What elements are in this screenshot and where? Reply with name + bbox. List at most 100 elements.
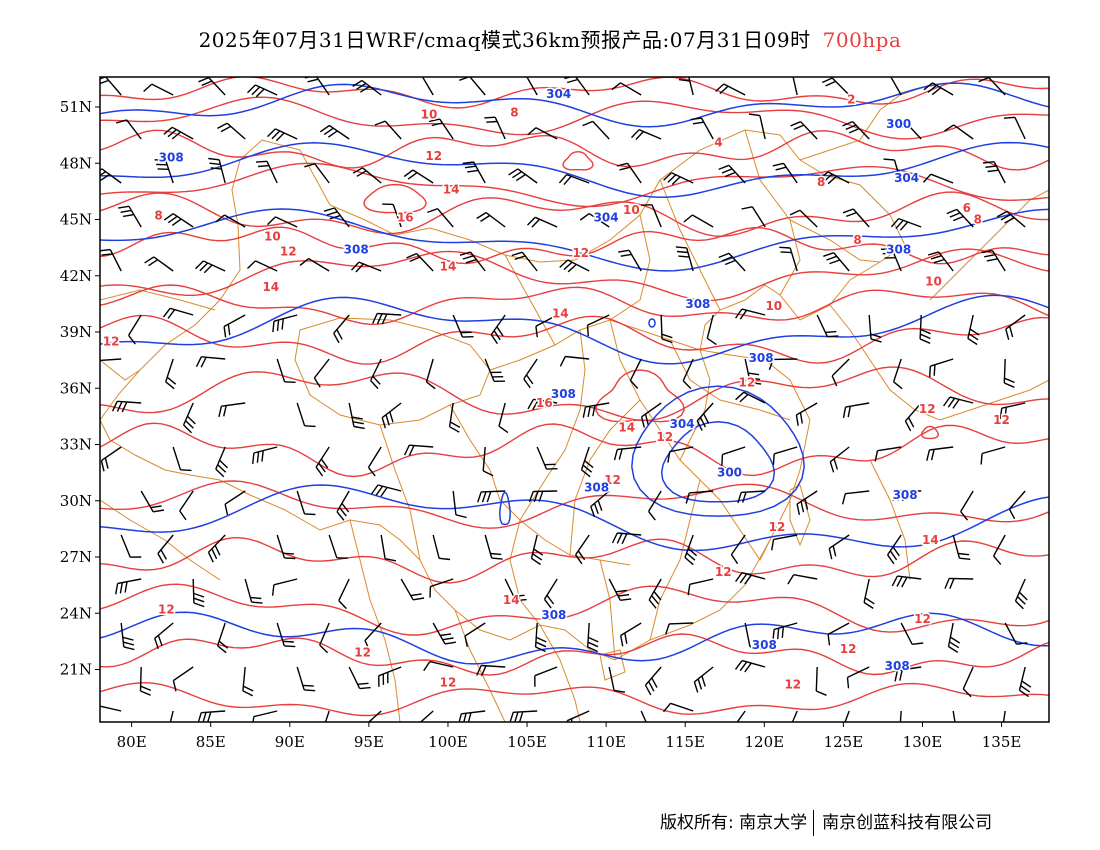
wind-barb: [192, 578, 205, 608]
wind-barb: [675, 246, 694, 272]
temperature-label: 14: [262, 280, 279, 294]
neighbor-border: [829, 304, 1049, 421]
temperature-label: 16: [397, 211, 414, 225]
copyright-right: 南京创蓝科技有限公司: [822, 813, 993, 833]
wind-barb: [247, 260, 278, 272]
map-title: 2025年07月31日WRF/cmaq模式36km预报产品:07月31日09时 7…: [0, 24, 1100, 53]
wind-barb: [115, 119, 142, 140]
wind-barb: [841, 490, 870, 505]
wind-barb: [640, 402, 662, 428]
neighbor-border: [454, 609, 506, 722]
temperature-isotherm: [100, 248, 1049, 302]
geopotential-label: 308: [344, 243, 369, 257]
wind-barb: [534, 622, 547, 653]
neighbor-border: [869, 459, 911, 581]
temperature-label: 8: [510, 106, 518, 120]
wind-barb: [527, 127, 558, 140]
wind-barb: [978, 77, 1006, 96]
temperature-isotherm: [100, 480, 1049, 529]
temperature-label: 10: [421, 108, 438, 122]
province-border: [599, 559, 616, 661]
wind-barb: [118, 205, 142, 228]
wind-barb: [382, 203, 402, 228]
wind-barb: [787, 574, 818, 585]
wind-barb: [792, 77, 798, 96]
wind-barb: [980, 446, 1006, 465]
wind-barb: [687, 578, 714, 596]
temperature-isotherm: [920, 425, 940, 440]
wind-barb: [369, 358, 382, 390]
wind-barb: [640, 204, 662, 228]
wind-barb: [660, 314, 673, 344]
wind-barb: [296, 490, 316, 516]
wind-barb: [819, 171, 850, 185]
wind-barb: [962, 666, 974, 698]
wind-barb: [952, 710, 956, 722]
wind-barb: [267, 128, 298, 142]
geopotential-label: 308: [893, 488, 918, 502]
temperature-label: 12: [914, 612, 931, 626]
temperature-label: 6: [963, 201, 971, 215]
geopotential-label: 308: [541, 608, 566, 622]
wind-barb: [1018, 666, 1032, 698]
wind-barb: [528, 490, 558, 503]
geopotential-label: 308: [159, 151, 184, 165]
wind-barb: [448, 402, 461, 433]
wind-barb: [477, 490, 506, 503]
wind-barb: [509, 710, 538, 722]
wind-barb: [432, 622, 457, 645]
wind-barb: [1014, 578, 1028, 610]
geopotential-isoline: [100, 141, 1049, 198]
wind-barb: [690, 117, 714, 140]
geopotential-label: 304: [894, 171, 919, 185]
temperature-isotherm: [100, 314, 1049, 365]
temperature-label: 12: [715, 565, 732, 579]
temperature-isotherm: [100, 96, 1049, 140]
geopotential-contours: [100, 82, 1049, 665]
wind-barb: [678, 77, 694, 96]
lat-tick-label: 48N: [60, 154, 92, 172]
wind-barb: [706, 314, 717, 346]
wind-barb: [336, 490, 350, 521]
wind-barb: [644, 666, 662, 696]
wind-barb: [328, 534, 348, 559]
low-pressure-contour: [631, 385, 805, 517]
wind-barb: [400, 578, 425, 601]
wind-barb: [169, 710, 174, 722]
plot-frame: [99, 76, 1050, 723]
lon-tick-label: 85E: [196, 733, 226, 751]
wind-barb: [844, 710, 850, 722]
wind-barb: [960, 490, 974, 521]
wind-barb: [367, 446, 382, 477]
wind-barb: [247, 84, 278, 98]
wind-barb: [432, 534, 451, 561]
wind-barb: [846, 666, 870, 689]
wind-barb: [796, 490, 818, 516]
wind-barb: [611, 82, 642, 96]
wind-barb: [348, 666, 371, 690]
wind-barb: [115, 578, 142, 595]
lon-tick-label: 100E: [428, 733, 468, 751]
temperature-isotherm: [100, 422, 1049, 478]
wind-barb: [304, 163, 330, 184]
wind-barb: [315, 446, 330, 477]
wind-barb: [364, 622, 382, 651]
wind-barb: [224, 490, 246, 516]
wind-barb: [744, 622, 761, 650]
wind-barb: [215, 214, 246, 228]
wind-barbs: [100, 77, 1032, 722]
wind-barb: [111, 400, 142, 413]
wind-barb: [482, 446, 494, 477]
wind-barb: [534, 666, 558, 687]
lon-tick-label: 90E: [275, 733, 305, 751]
wind-barb: [165, 358, 177, 390]
lon-tick-label: 110E: [586, 733, 626, 751]
lon-tick-label: 95E: [354, 733, 384, 751]
temperature-label: 16: [536, 396, 553, 410]
wind-barb: [208, 157, 226, 184]
geopotential-isoline: [100, 484, 1049, 552]
wind-barb: [296, 402, 316, 428]
geopotential-label: 308: [885, 659, 910, 673]
temperature-label: 10: [623, 203, 640, 217]
province-borders: [100, 84, 1049, 722]
